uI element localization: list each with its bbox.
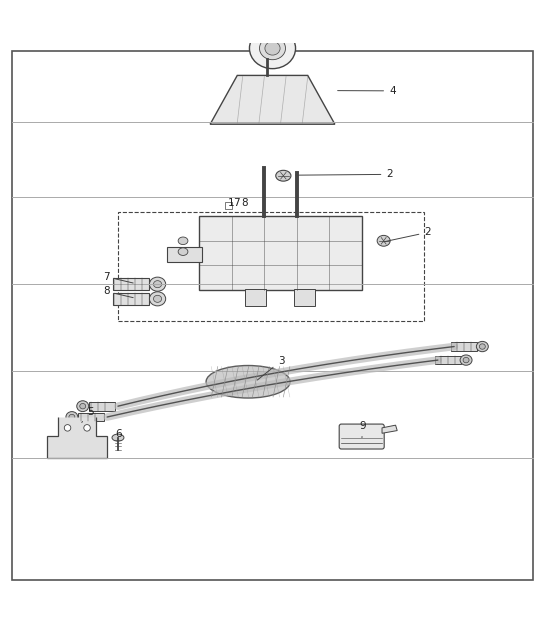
Text: 6: 6 bbox=[115, 429, 122, 445]
Ellipse shape bbox=[149, 277, 166, 291]
Text: 2: 2 bbox=[384, 227, 431, 242]
Bar bbox=[118, 212, 425, 320]
Polygon shape bbox=[382, 425, 397, 433]
Text: 8: 8 bbox=[104, 286, 133, 298]
Ellipse shape bbox=[149, 292, 166, 306]
Ellipse shape bbox=[154, 281, 162, 288]
Text: 3: 3 bbox=[257, 356, 284, 380]
Bar bbox=[199, 217, 362, 290]
Ellipse shape bbox=[154, 295, 162, 302]
Polygon shape bbox=[210, 75, 335, 124]
Ellipse shape bbox=[84, 425, 90, 431]
Ellipse shape bbox=[178, 237, 188, 244]
Bar bbox=[451, 342, 477, 351]
Text: 9: 9 bbox=[359, 421, 366, 438]
Ellipse shape bbox=[69, 414, 75, 420]
Text: 8: 8 bbox=[241, 198, 248, 208]
Ellipse shape bbox=[206, 365, 290, 398]
Ellipse shape bbox=[480, 344, 485, 349]
Bar bbox=[245, 288, 266, 306]
Bar bbox=[78, 413, 105, 421]
Bar bbox=[113, 278, 149, 290]
Bar bbox=[167, 247, 202, 263]
Bar bbox=[435, 355, 461, 364]
Ellipse shape bbox=[250, 28, 295, 68]
Text: 7: 7 bbox=[104, 272, 133, 283]
Text: 2: 2 bbox=[296, 170, 393, 180]
Bar bbox=[294, 288, 315, 306]
Ellipse shape bbox=[77, 401, 89, 411]
Bar bbox=[89, 402, 115, 411]
Text: 5: 5 bbox=[82, 407, 94, 423]
Ellipse shape bbox=[463, 357, 469, 363]
Ellipse shape bbox=[112, 434, 124, 441]
Text: 1: 1 bbox=[228, 198, 235, 208]
Ellipse shape bbox=[265, 41, 280, 55]
Ellipse shape bbox=[276, 170, 291, 181]
Ellipse shape bbox=[377, 236, 390, 246]
Ellipse shape bbox=[80, 403, 86, 409]
Bar bbox=[225, 202, 232, 208]
Ellipse shape bbox=[66, 411, 78, 423]
Polygon shape bbox=[47, 417, 107, 458]
Ellipse shape bbox=[64, 425, 71, 431]
Ellipse shape bbox=[259, 37, 286, 60]
Text: 4: 4 bbox=[338, 86, 396, 96]
Ellipse shape bbox=[178, 248, 188, 256]
FancyBboxPatch shape bbox=[339, 424, 384, 449]
Bar bbox=[113, 293, 149, 305]
Ellipse shape bbox=[460, 355, 472, 365]
Text: 7: 7 bbox=[233, 198, 240, 208]
Ellipse shape bbox=[476, 342, 488, 352]
